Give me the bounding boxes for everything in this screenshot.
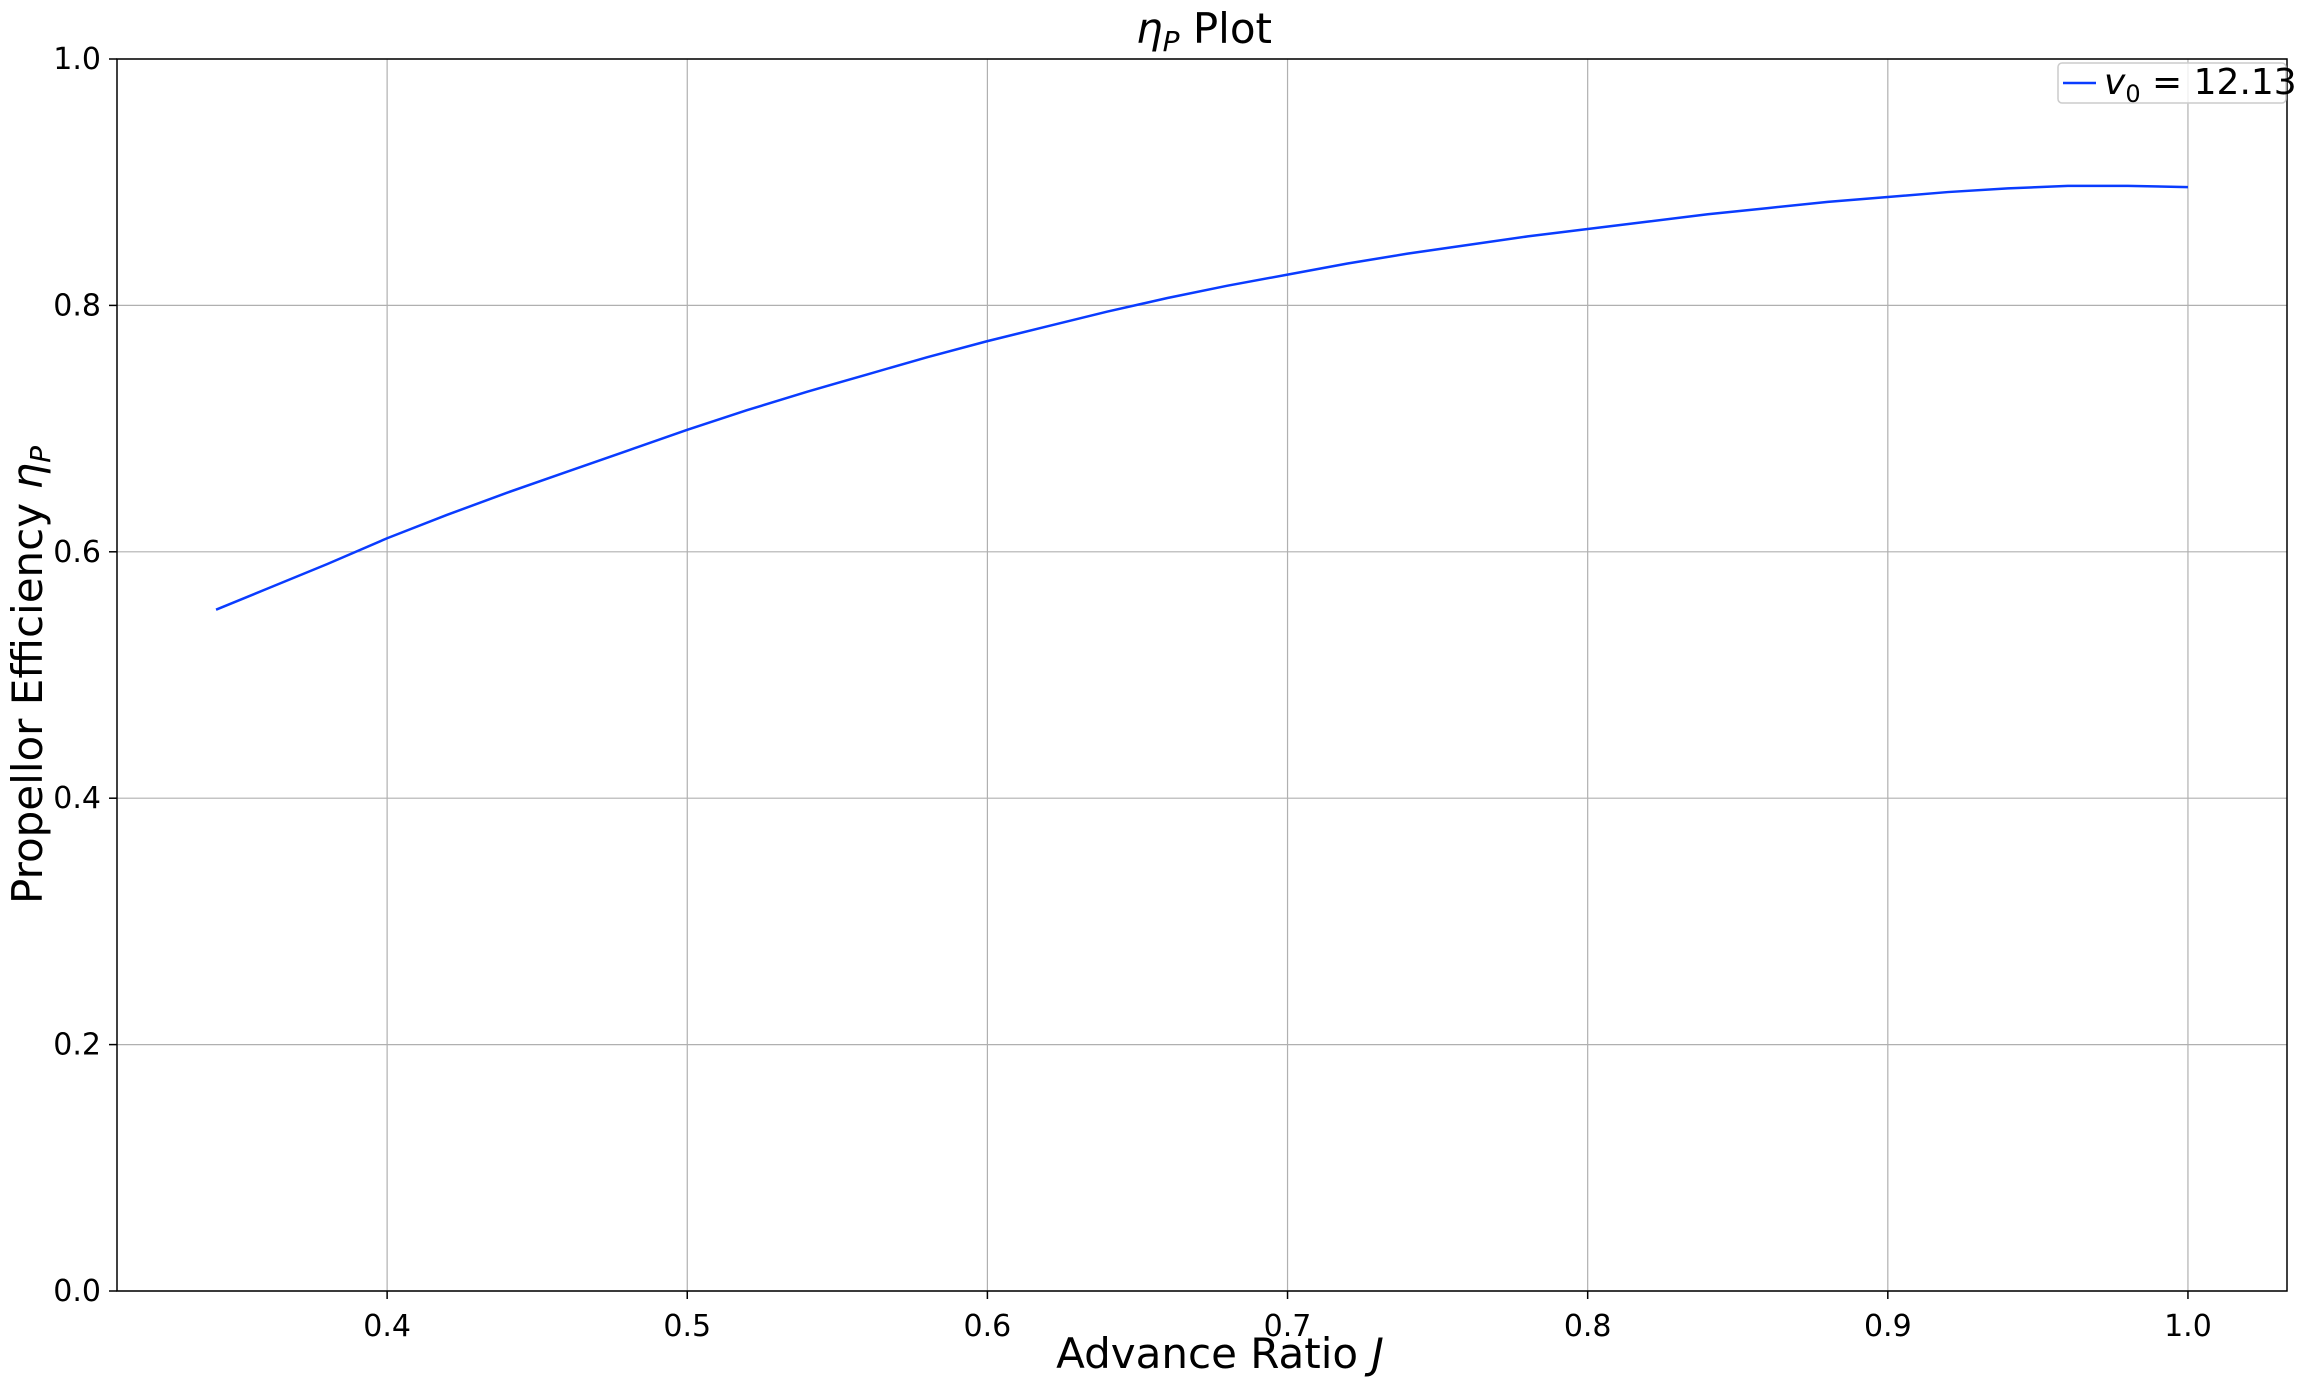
plot-frame [116, 58, 2288, 1292]
chart-title: ηP Plot [1136, 4, 1272, 58]
x-tick-label: 0.7 [1264, 1309, 1312, 1344]
data-point [215, 609, 217, 611]
x-axis-title: Advance Ratio J [1056, 1329, 1384, 1378]
data-point [266, 588, 268, 590]
chart-title-text: Plot [1193, 4, 1272, 53]
data-point [1467, 244, 1469, 246]
x-tick-label: 1.0 [2164, 1309, 2212, 1344]
data-point [1106, 311, 1108, 313]
data-point [506, 492, 508, 494]
y-axis-title-text: Propellor Efficiency [3, 503, 52, 904]
x-tick-label: 0.8 [1564, 1309, 1612, 1344]
data-point [566, 471, 568, 473]
data-point [2127, 185, 2129, 187]
y-tick-label: 1.0 [53, 42, 101, 77]
data-point [806, 391, 808, 393]
chart-title-symbol: η [1136, 4, 1163, 53]
data-point [1527, 235, 1529, 237]
y-axis-title-space [3, 490, 52, 503]
x-tick-label: 0.6 [964, 1309, 1012, 1344]
y-tick-label: 0.8 [53, 288, 101, 323]
legend: v0 = 12.13 [2057, 62, 2297, 108]
data-point [1887, 196, 1889, 198]
x-tick-label: 0.4 [363, 1309, 411, 1344]
chart-title-subscript: P [1163, 25, 1180, 58]
data-point [986, 340, 988, 342]
y-tick-label: 0.2 [53, 1028, 101, 1063]
series-line-0 [215, 184, 2188, 611]
x-tick-label: 0.9 [1864, 1309, 1912, 1344]
data-point [746, 409, 748, 411]
legend-value: = 12.13 [2141, 62, 2297, 103]
legend-box [2057, 62, 2287, 104]
axes-layer [116, 58, 2288, 1292]
data-point [1587, 228, 1589, 230]
y-tick-label: 0.4 [53, 781, 101, 816]
x-tick-label: 0.5 [663, 1309, 711, 1344]
data-point [446, 514, 448, 516]
chart-title-space [1179, 4, 1192, 53]
data-point [1166, 297, 1168, 299]
data-point [386, 537, 388, 539]
data-point [326, 563, 328, 565]
data-point [1046, 325, 1048, 327]
data-point [2007, 187, 2009, 189]
data-point [1347, 263, 1349, 265]
data-point [926, 356, 928, 358]
y-tick-label: 0.0 [53, 1274, 101, 1309]
legend-label: v0 = 12.13 [2104, 62, 2297, 108]
data-point [626, 450, 628, 452]
legend-symbol: v [2104, 62, 2126, 103]
data-point [1707, 213, 1709, 215]
y-tick-label: 0.6 [53, 535, 101, 570]
data-point [1227, 285, 1229, 287]
x-axis-title-text: Advance Ratio [1056, 1329, 1358, 1378]
data-point [1407, 253, 1409, 255]
data-point [1647, 221, 1649, 223]
legend-subscript: 0 [2125, 80, 2140, 108]
data-point [866, 373, 868, 375]
data-point [1287, 274, 1289, 276]
tick-layer: 0.4 0.5 0.6 0.7 0.8 0.9 1.0 0.0 0.2 0.4 0.6 0.8 1.0 [53, 42, 2212, 1344]
y-axis-title: Propellor Efficiency ηP [3, 446, 57, 904]
y-axis-title-symbol: η [3, 463, 52, 490]
series-layer [215, 184, 2189, 611]
data-point [1947, 191, 1949, 193]
data-point [2067, 185, 2069, 187]
data-point [1767, 207, 1769, 209]
data-point [686, 429, 688, 431]
data-point [2187, 186, 2189, 188]
data-point [1827, 201, 1829, 203]
x-axis-title-space [1358, 1329, 1371, 1378]
y-axis-title-subscript: P [24, 446, 57, 463]
